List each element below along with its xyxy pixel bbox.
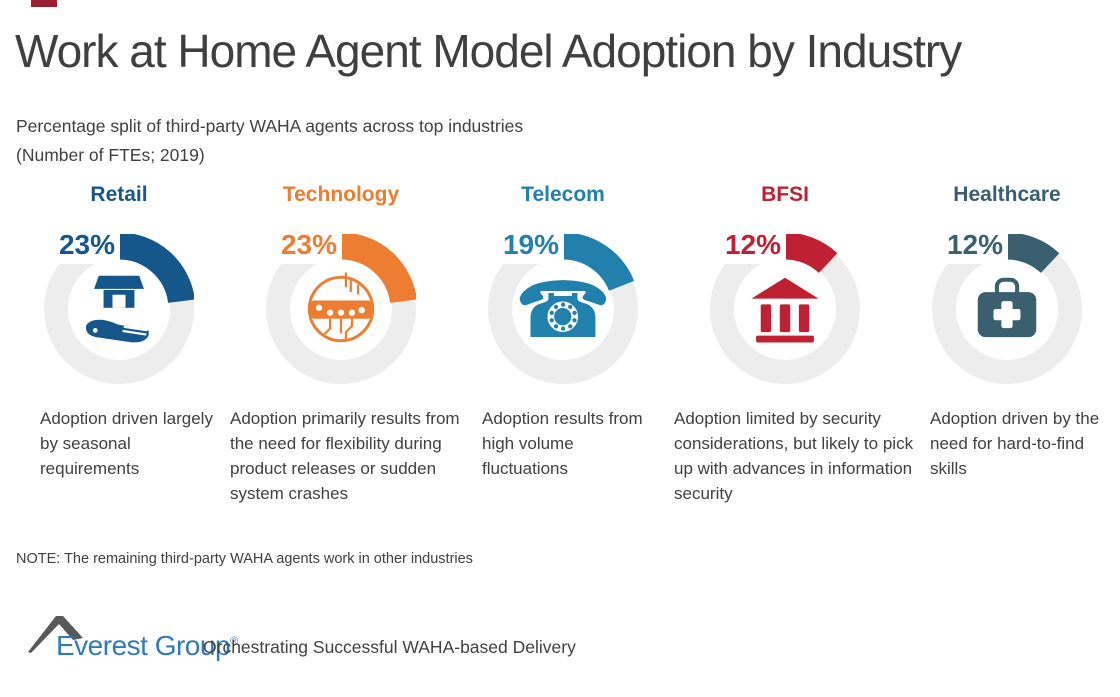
subtitle-line-2: (Number of FTEs; 2019) (16, 145, 205, 165)
industry-name: Healthcare (953, 183, 1061, 206)
industry-column-technology: Technology (230, 183, 460, 506)
circuit-chip-icon (266, 234, 416, 384)
industry-description: Adoption driven largely by seasonal requ… (40, 409, 213, 478)
industry-column-retail: Retail 23% (8, 183, 230, 506)
registered-mark: ® (230, 635, 238, 648)
subtitle-line-1: Percentage split of third-party WAHA age… (16, 116, 524, 136)
donut-chart-telecom: ☎ 19% (488, 228, 638, 384)
bank-icon (710, 234, 860, 384)
industry-column-bfsi: BFSI 12% Adoption limited b (674, 183, 913, 506)
page-subtitle: Percentage split of third-party WAHA age… (16, 112, 523, 170)
everest-group-logo: Everest Group® (56, 630, 238, 662)
footer-tagline: Orchestrating Successful WAHA-based Deli… (203, 637, 576, 657)
percentage-label: 23% (272, 228, 342, 264)
industry-name: Technology (282, 183, 400, 206)
industry-name: Retail (90, 183, 148, 206)
percentage-label: 19% (494, 228, 564, 264)
slide-corner-tag (31, 0, 57, 7)
page-title: Work at Home Agent Model Adoption by Ind… (15, 25, 962, 77)
donut-chart-retail: 23% (44, 228, 194, 384)
industry-description: Adoption results from high volume fluctu… (482, 409, 643, 478)
footer: Everest Group® Orchestrating Successful … (0, 600, 1120, 680)
industry-name: BFSI (761, 183, 809, 206)
everest-mountain-icon (28, 616, 83, 653)
footnote: NOTE: The remaining third-party WAHA age… (16, 551, 473, 567)
industry-column-telecom: Telecom ☎ 19% Adoption results from high… (452, 183, 674, 506)
percentage-label: 12% (938, 228, 1008, 264)
industry-name: Telecom (521, 183, 605, 206)
industry-description: Adoption limited by security considerati… (674, 409, 914, 503)
telephone-icon: ☎ (514, 266, 612, 356)
logo-wordmark: Everest Group (56, 630, 231, 661)
donut-chart-technology: 23% (266, 228, 416, 384)
storefront-hand-icon (44, 234, 194, 384)
industry-column-healthcare: Healthcare 12% Adoption driven by the ne (896, 183, 1118, 506)
industry-description: Adoption driven by the need for hard-to-… (930, 409, 1100, 478)
industry-description: Adoption primarily results from the need… (230, 409, 460, 503)
donut-chart-bfsi: 12% (710, 228, 860, 384)
industry-columns: Retail 23% (8, 183, 1118, 506)
percentage-label: 23% (50, 228, 120, 264)
percentage-label: 12% (716, 228, 786, 264)
donut-chart-healthcare: 12% (932, 228, 1082, 384)
medical-kit-icon (932, 234, 1082, 384)
